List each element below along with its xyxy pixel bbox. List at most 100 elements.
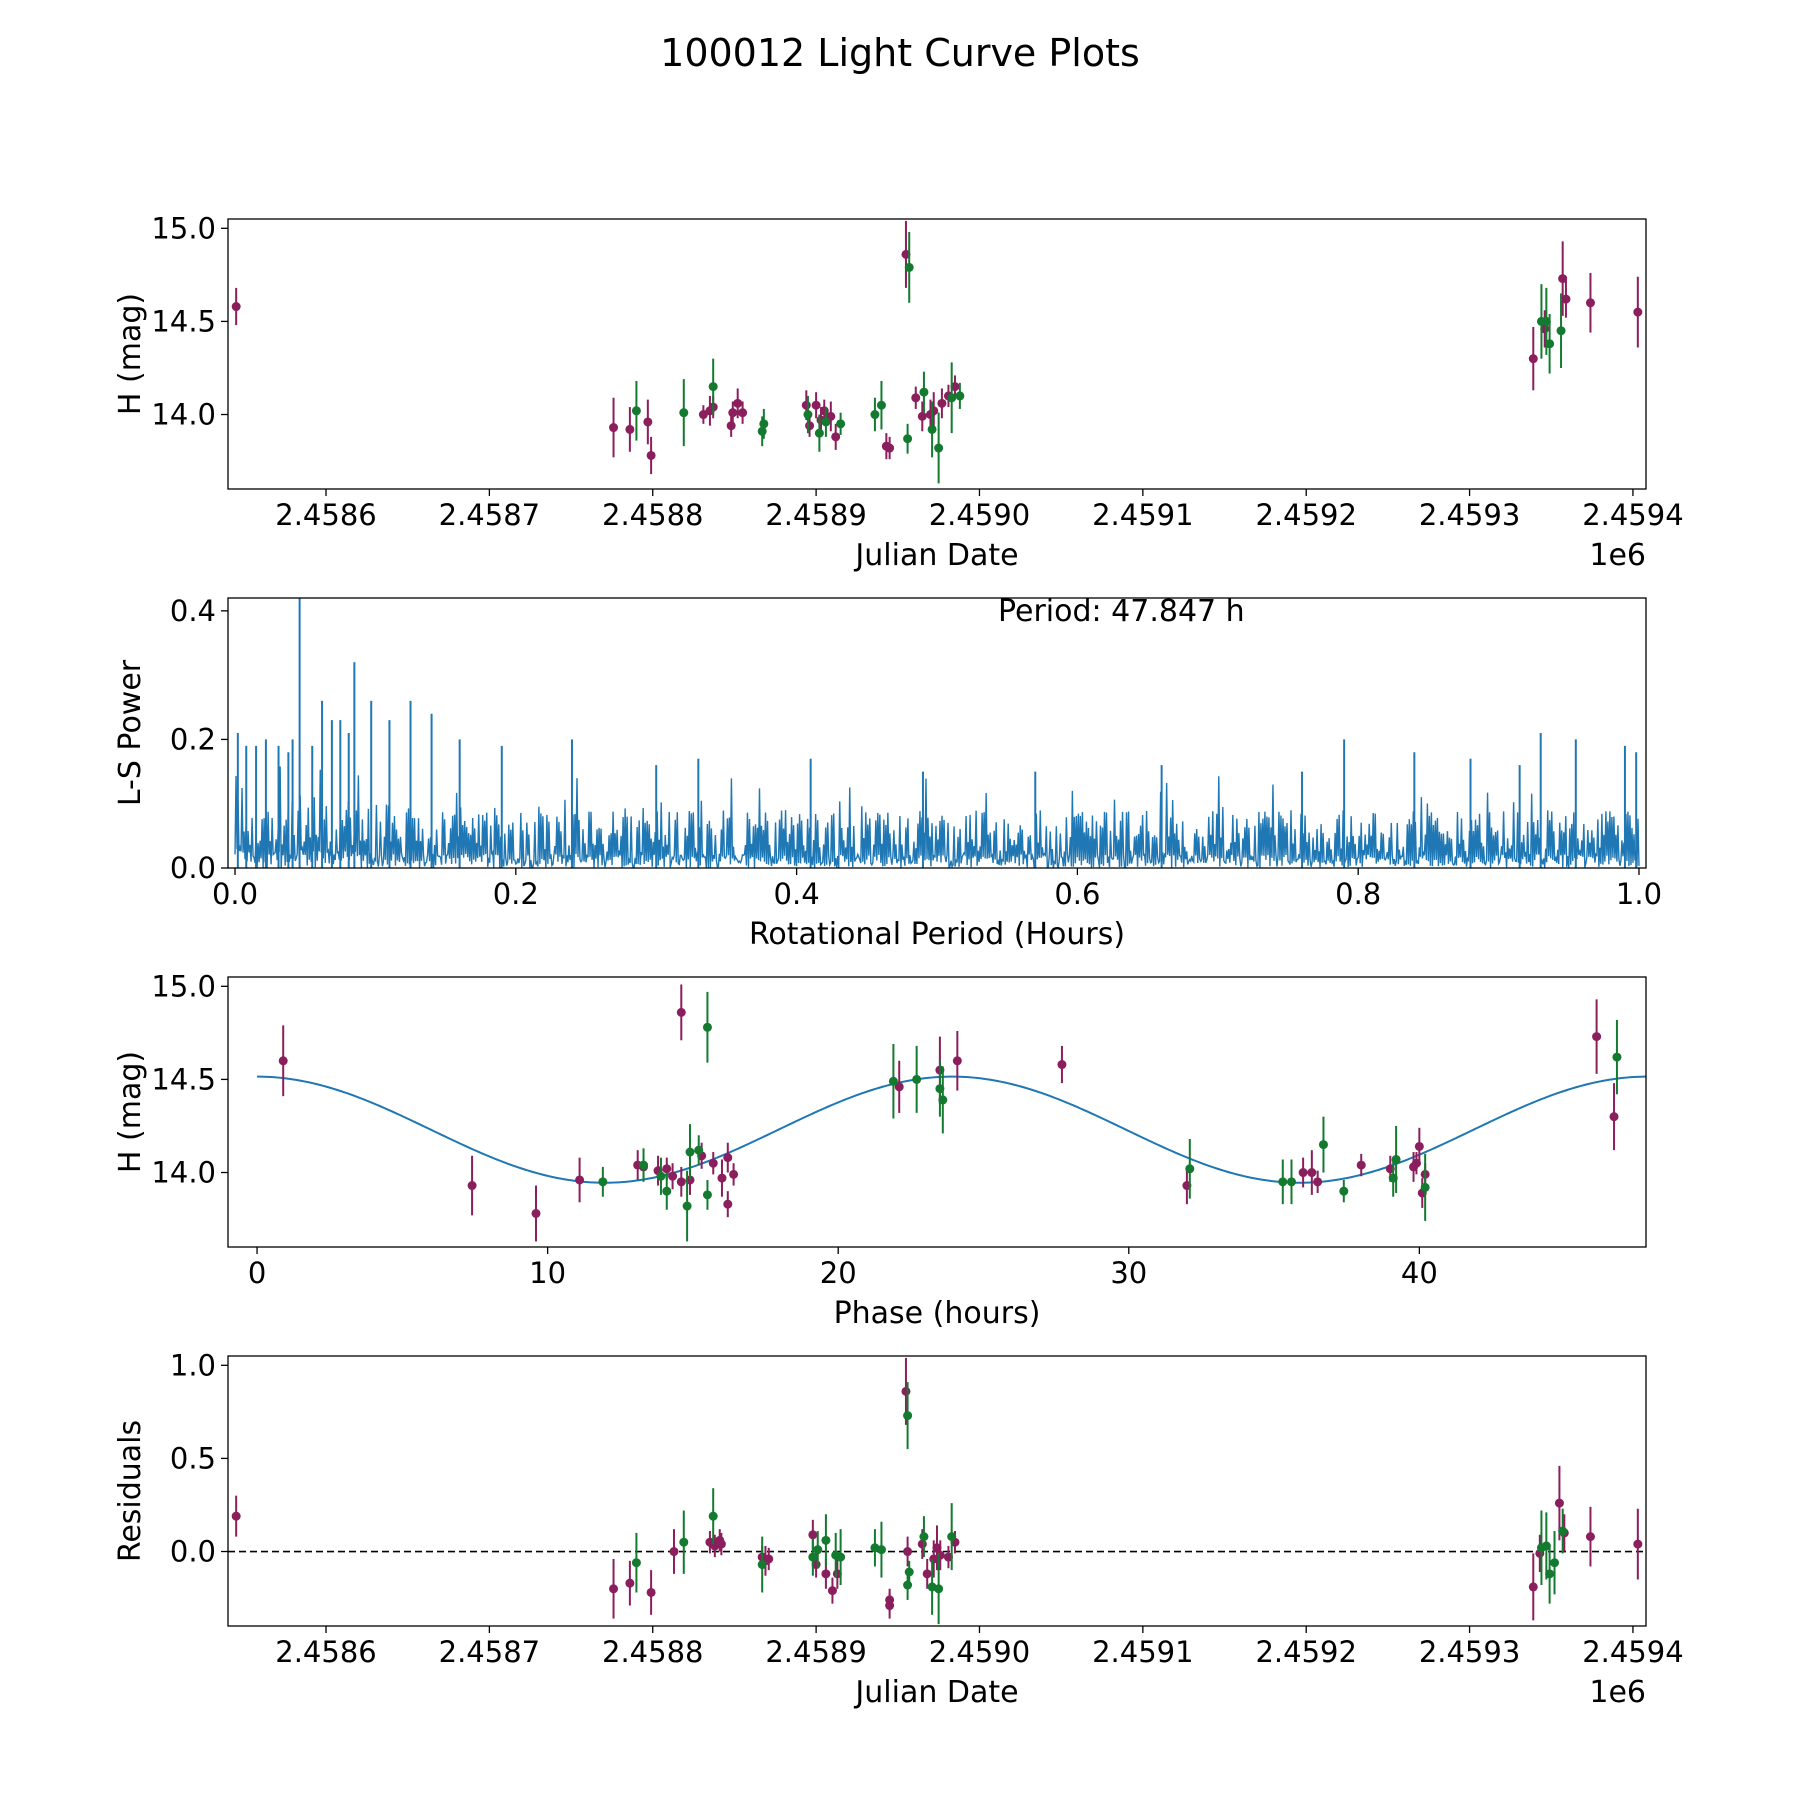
data-point bbox=[643, 417, 653, 427]
periodogram-peaks bbox=[236, 598, 1638, 868]
x-tick-label: 20 bbox=[820, 1256, 857, 1290]
data-point bbox=[757, 1560, 767, 1570]
data-point bbox=[723, 1199, 733, 1209]
data-point bbox=[827, 1586, 837, 1596]
data-point bbox=[1185, 1164, 1195, 1174]
data-point bbox=[955, 391, 965, 401]
data-point bbox=[932, 1543, 942, 1553]
data-point bbox=[598, 1177, 608, 1187]
axes-frame bbox=[227, 976, 1647, 1248]
data-point bbox=[639, 1160, 649, 1170]
series-magenta bbox=[231, 220, 1643, 475]
data-point bbox=[904, 1567, 914, 1577]
panel-residuals: 2.4586 2.4587 2.4588 2.4589 2.4590 2.4591 2.45… bbox=[113, 1348, 1684, 1710]
data-point bbox=[733, 398, 743, 408]
data-point bbox=[708, 382, 718, 392]
data-point bbox=[919, 1532, 929, 1542]
data-point bbox=[836, 1552, 846, 1562]
data-point bbox=[625, 1578, 635, 1588]
fit-curve bbox=[257, 1075, 1646, 1184]
data-point bbox=[885, 443, 895, 453]
period-annotation: Period: 47.847 h bbox=[998, 594, 1245, 629]
data-point bbox=[1545, 1569, 1555, 1579]
y-tick-label: 15.0 bbox=[151, 969, 216, 1003]
x-tick-label: 2.4589 bbox=[765, 498, 866, 532]
data-point bbox=[917, 411, 927, 421]
data-point bbox=[1561, 294, 1571, 304]
x-tick-label: 2.4592 bbox=[1255, 498, 1356, 532]
data-point bbox=[1528, 1582, 1538, 1592]
data-point bbox=[803, 410, 813, 420]
data-point bbox=[757, 426, 767, 436]
x-offset-label: 1e6 bbox=[1589, 1675, 1646, 1710]
x-tick-label: 0 bbox=[248, 1256, 266, 1290]
data-point bbox=[876, 1545, 886, 1555]
x-tick-label: 2.4591 bbox=[1092, 498, 1193, 532]
data-point bbox=[278, 1056, 288, 1066]
y-axis-label: Residuals bbox=[113, 1420, 148, 1562]
data-point bbox=[814, 428, 824, 438]
y-tick-label: 14.5 bbox=[151, 304, 216, 338]
y-tick-label: 1.0 bbox=[170, 1348, 216, 1382]
series-green bbox=[598, 991, 1622, 1242]
axes-frame bbox=[227, 218, 1647, 490]
x-tick-label: 2.4589 bbox=[765, 1635, 866, 1669]
data-point bbox=[901, 249, 911, 259]
data-point bbox=[903, 1547, 913, 1557]
data-point bbox=[631, 1558, 641, 1568]
x-tick-label: 2.4591 bbox=[1092, 1635, 1193, 1669]
data-point bbox=[738, 408, 748, 418]
y-tick-label: 0.5 bbox=[170, 1441, 216, 1475]
panel-lightcurve: 2.4586 2.4587 2.4588 2.4589 2.4590 2.4591 2.45… bbox=[113, 211, 1684, 573]
data-point bbox=[811, 400, 821, 410]
y-tick-label: 0.2 bbox=[170, 722, 216, 756]
data-point bbox=[531, 1208, 541, 1218]
data-point bbox=[1278, 1177, 1288, 1187]
data-point bbox=[1528, 354, 1538, 364]
data-point bbox=[1414, 1141, 1424, 1151]
data-point bbox=[870, 410, 880, 420]
x-tick-label: 2.4590 bbox=[929, 1635, 1030, 1669]
y-axis-label: H (mag) bbox=[113, 293, 148, 415]
data-point bbox=[947, 1532, 957, 1542]
data-point bbox=[1318, 1140, 1328, 1150]
data-point bbox=[467, 1181, 477, 1191]
data-point bbox=[885, 1595, 895, 1605]
x-tick-label: 2.4586 bbox=[275, 498, 376, 532]
data-point bbox=[702, 1190, 712, 1200]
data-point bbox=[894, 1082, 904, 1092]
data-point bbox=[929, 406, 939, 416]
data-point bbox=[1585, 298, 1595, 308]
data-point bbox=[679, 1537, 689, 1547]
y-tick-label: 14.0 bbox=[151, 398, 216, 432]
data-point bbox=[708, 1511, 718, 1521]
x-offset-label: 1e6 bbox=[1589, 538, 1646, 573]
x-tick-label: 2.4594 bbox=[1582, 498, 1683, 532]
y-tick-label: 0.0 bbox=[170, 851, 216, 885]
data-point bbox=[685, 1147, 695, 1157]
data-point bbox=[1541, 316, 1551, 326]
x-tick-label: 0.2 bbox=[493, 877, 539, 911]
data-point bbox=[609, 1584, 619, 1594]
data-point bbox=[1633, 1539, 1643, 1549]
data-point bbox=[903, 1580, 913, 1590]
y-tick-label: 15.0 bbox=[151, 211, 216, 245]
axes-frame bbox=[227, 1355, 1647, 1627]
data-point bbox=[934, 1584, 944, 1594]
data-point bbox=[1307, 1168, 1317, 1178]
data-point bbox=[708, 1158, 718, 1168]
plot-area bbox=[231, 220, 1643, 484]
data-point bbox=[231, 1511, 241, 1521]
data-point bbox=[1558, 274, 1568, 284]
x-tick-label: 2.4588 bbox=[602, 498, 703, 532]
data-point bbox=[1633, 307, 1643, 317]
data-point bbox=[901, 1386, 911, 1396]
series-magenta bbox=[278, 984, 1619, 1242]
x-axis-label: Rotational Period (Hours) bbox=[749, 917, 1125, 952]
data-point bbox=[934, 443, 944, 453]
x-axis-label: Julian Date bbox=[853, 1675, 1018, 1710]
data-point bbox=[231, 302, 241, 312]
series-green bbox=[631, 1382, 1568, 1625]
data-point bbox=[831, 432, 841, 442]
figure-title: 100012 Light Curve Plots bbox=[660, 31, 1140, 75]
